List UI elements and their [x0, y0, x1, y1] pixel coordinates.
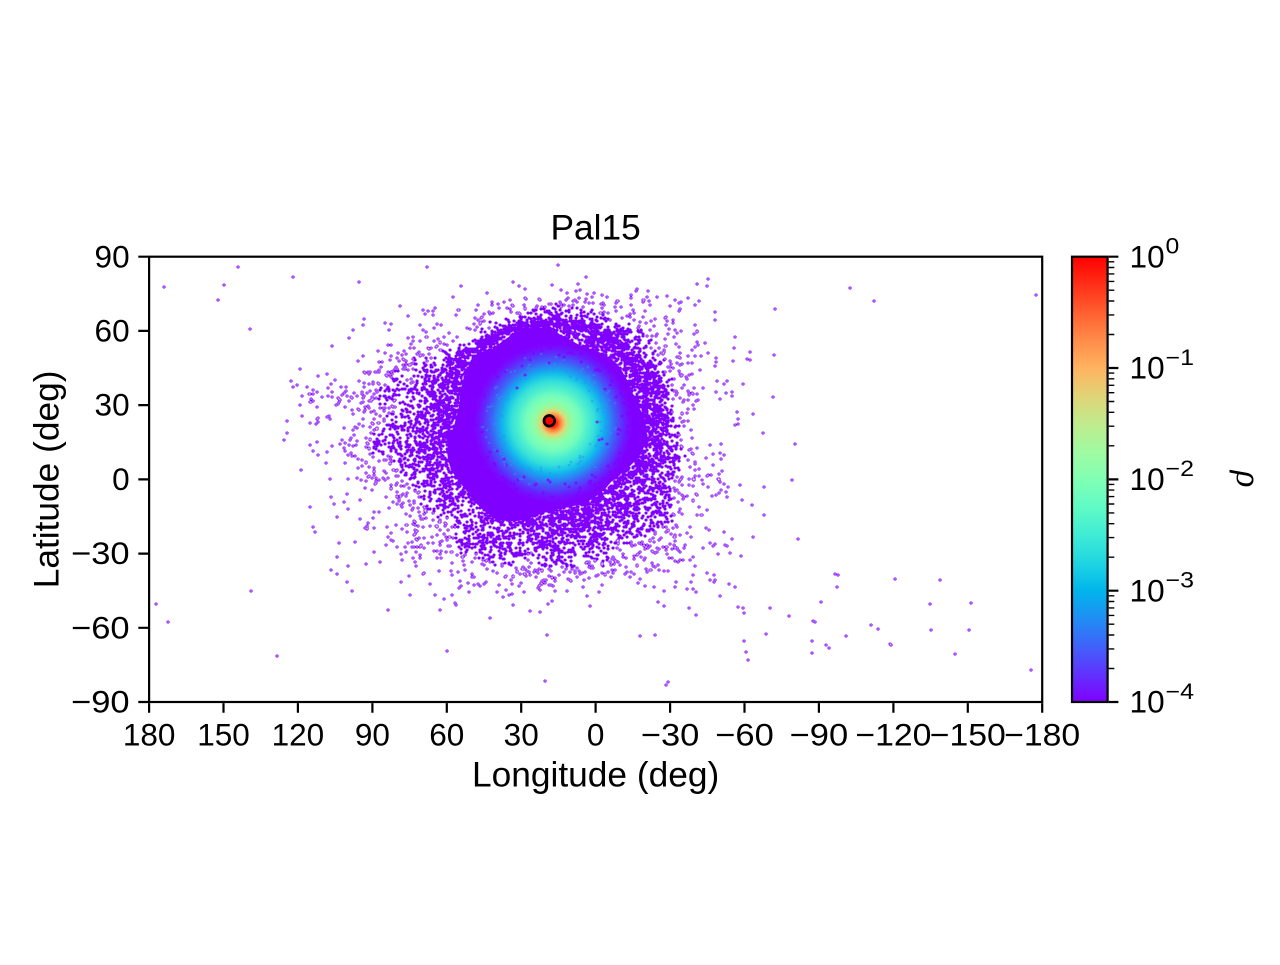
svg-text:−2: −2: [1166, 456, 1195, 481]
svg-text:0: 0: [587, 717, 605, 753]
svg-text:180: 180: [123, 717, 176, 753]
svg-text:ρ: ρ: [1229, 470, 1268, 488]
svg-text:0: 0: [112, 461, 130, 497]
svg-text:0: 0: [1166, 234, 1180, 259]
svg-text:90: 90: [95, 238, 130, 274]
svg-text:−30: −30: [71, 535, 130, 571]
svg-text:Latitude (deg): Latitude (deg): [28, 370, 67, 588]
svg-text:10: 10: [1130, 684, 1165, 720]
svg-text:−3: −3: [1166, 568, 1195, 593]
svg-text:−4: −4: [1166, 679, 1195, 704]
svg-text:10: 10: [1130, 350, 1165, 386]
svg-text:10: 10: [1130, 461, 1165, 497]
svg-text:10: 10: [1130, 572, 1165, 608]
svg-text:30: 30: [95, 387, 130, 423]
svg-text:−150: −150: [930, 717, 1006, 753]
svg-text:60: 60: [429, 717, 464, 753]
svg-text:−30: −30: [641, 717, 700, 753]
svg-text:−120: −120: [855, 717, 931, 753]
svg-text:120: 120: [272, 717, 325, 753]
svg-text:−180: −180: [1004, 717, 1080, 753]
svg-text:−1: −1: [1166, 345, 1195, 370]
svg-text:−60: −60: [715, 717, 774, 753]
svg-text:10: 10: [1130, 238, 1165, 274]
svg-text:30: 30: [504, 717, 539, 753]
svg-text:−60: −60: [71, 609, 130, 645]
svg-text:−90: −90: [71, 684, 130, 720]
svg-text:150: 150: [197, 717, 250, 753]
svg-text:Pal15: Pal15: [550, 209, 640, 248]
svg-text:−90: −90: [790, 717, 849, 753]
svg-text:Longitude (deg): Longitude (deg): [472, 756, 719, 795]
svg-text:90: 90: [355, 717, 390, 753]
svg-text:60: 60: [95, 313, 130, 349]
